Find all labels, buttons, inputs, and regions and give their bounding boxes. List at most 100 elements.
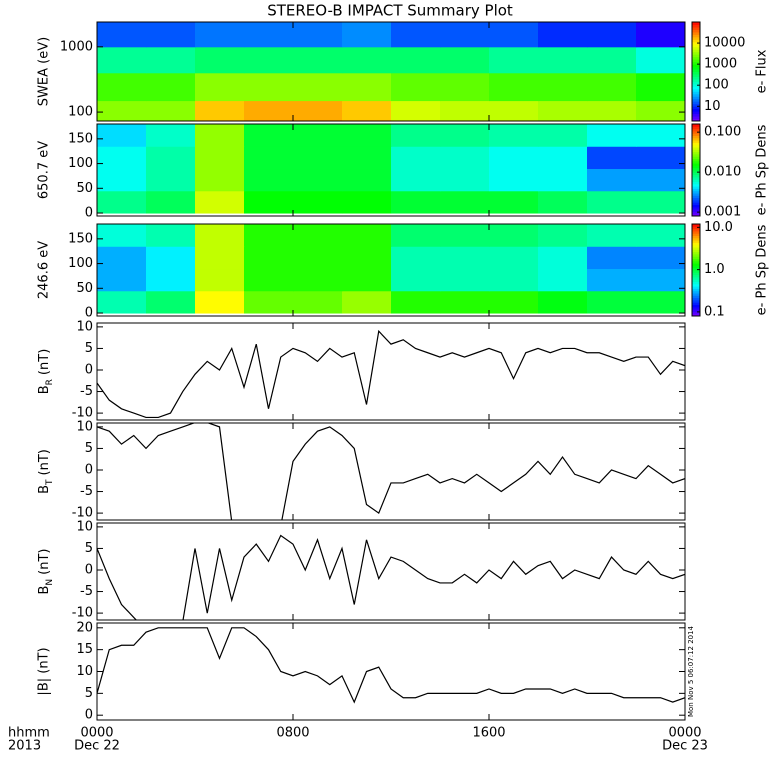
heat-cell [97, 168, 147, 192]
y-tick-label: 100 [68, 156, 93, 171]
panel [97, 124, 685, 214]
colorbar-label: e- Ph Sp Dens [755, 224, 770, 315]
colorbar-step [692, 226, 700, 230]
heat-cell [244, 268, 294, 292]
heat-cell [391, 72, 441, 102]
heat-cell [538, 100, 588, 121]
colorbar-step [692, 244, 700, 248]
heat-cell [489, 290, 539, 314]
colorbar-step [692, 26, 700, 30]
colorbar-step [692, 73, 700, 77]
heat-cell [97, 124, 147, 147]
heat-cell [97, 190, 147, 214]
y-tick-label: 0 [85, 306, 93, 321]
colorbar-step [692, 247, 700, 250]
y-tick-label: 100 [68, 256, 93, 271]
heat-cell [636, 246, 685, 270]
colorbar-step [692, 209, 700, 212]
heat-cell [440, 290, 490, 314]
heat-cell [244, 72, 294, 102]
heat-cell [293, 72, 343, 102]
heat-cell [195, 146, 245, 170]
heat-cell [587, 246, 637, 270]
colorbar-tick-label: 0.001 [704, 205, 741, 220]
colorbar-label: e- Ph Sp Dens [755, 124, 770, 215]
colorbar-step [692, 276, 700, 280]
colorbar-step [692, 174, 700, 178]
y-tick-label: 15 [76, 642, 93, 657]
heat-cell [440, 168, 490, 192]
heat-cell [293, 290, 343, 314]
colorbar-step [692, 290, 700, 294]
heat-cell [342, 224, 392, 247]
colorbar-step [692, 297, 700, 301]
heat-cell [489, 246, 539, 270]
colorbar-step [692, 130, 700, 134]
heat-cell [636, 100, 685, 121]
heat-cell [342, 190, 392, 214]
colorbar-step [692, 124, 700, 127]
heat-cell [391, 246, 441, 270]
heat-cell [97, 100, 147, 121]
colorbar-step [692, 81, 700, 85]
data-line [97, 329, 685, 419]
y-tick-label: 5 [85, 341, 93, 356]
heat-cell [489, 124, 539, 147]
heat-cell [636, 224, 685, 247]
heat-cell [293, 124, 343, 147]
heat-cell [293, 100, 343, 121]
heat-cell [293, 224, 343, 247]
colorbar-step [692, 293, 700, 296]
colorbar-step [692, 199, 700, 203]
heat-cell [538, 146, 588, 170]
heat-cell [146, 168, 196, 192]
heat-cell [391, 190, 441, 214]
panel [97, 423, 685, 520]
y-axis-label: 246.6 eV [37, 241, 52, 299]
colorbar-step [692, 118, 700, 122]
colorbar-step [692, 156, 700, 159]
colorbar-step [692, 186, 700, 189]
heat-cell [195, 124, 245, 147]
y-tick-label: 0 [85, 362, 93, 377]
heat-cell [636, 124, 685, 147]
colorbar-step [692, 190, 700, 194]
heat-cell [97, 224, 147, 247]
colorbar-step [692, 256, 700, 259]
colorbar-step [692, 251, 700, 255]
heat-cell [440, 190, 490, 214]
heat-cell [440, 268, 490, 292]
panel [97, 627, 685, 704]
heat-cell [538, 168, 588, 192]
y-tick-label: 5 [85, 541, 93, 556]
colorbar-frame [691, 123, 701, 217]
heat-cell [146, 100, 196, 121]
colorbar-step [692, 242, 700, 246]
heat-cell [293, 146, 343, 170]
heat-cell [391, 290, 441, 314]
colorbar-step [692, 233, 700, 236]
y-tick-label: 10 [76, 519, 93, 534]
colorbar-step [692, 144, 700, 148]
colorbar-step [692, 24, 700, 28]
heat-cell [538, 72, 588, 102]
colorbar-tick-label: 10000 [704, 36, 745, 51]
data-line [97, 627, 685, 704]
y-axis-label: BN (nT) [37, 549, 55, 595]
colorbar-tick-label: 0.010 [704, 165, 741, 180]
heat-cell [587, 72, 637, 102]
heat-cell [587, 224, 637, 247]
heat-cell [587, 290, 637, 314]
y-label-main: B [37, 586, 52, 595]
colorbar-step [692, 88, 700, 92]
panel-frame [96, 21, 686, 122]
heat-cell [195, 46, 245, 74]
heat-cell [146, 224, 196, 247]
y-tick-label: 0 [85, 708, 93, 723]
heat-cell [489, 168, 539, 192]
heat-cell [489, 72, 539, 102]
colorbar-step [692, 204, 700, 208]
heat-cell [293, 22, 343, 48]
hhmm-label: hhmm [8, 726, 50, 741]
colorbar-step [692, 206, 700, 210]
